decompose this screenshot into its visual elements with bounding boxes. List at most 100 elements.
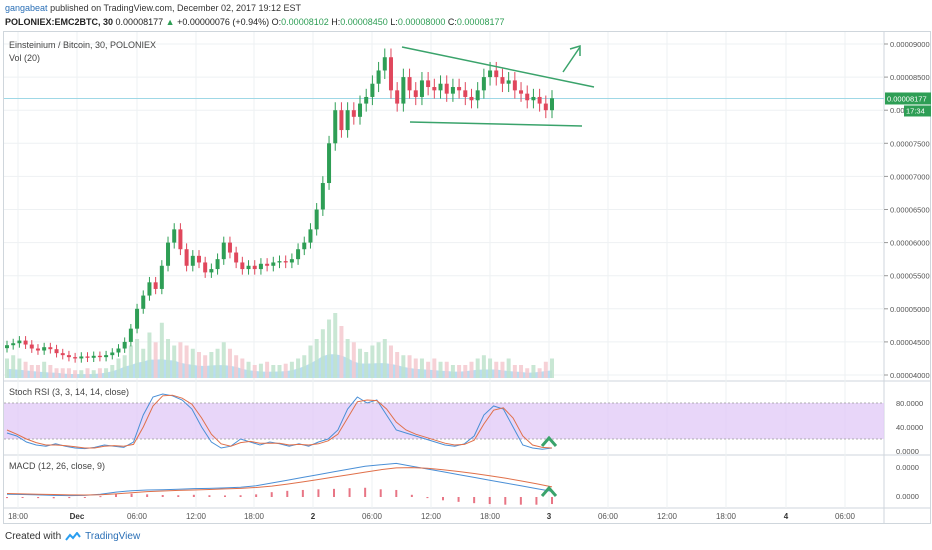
macd-histogram-bar xyxy=(224,495,226,497)
candle-body xyxy=(370,84,374,97)
volume-bar xyxy=(507,359,511,379)
volume-bar xyxy=(290,362,294,378)
volume-bar xyxy=(377,342,381,378)
volume-bar xyxy=(203,355,207,378)
candle-body xyxy=(395,90,399,103)
candle-body xyxy=(364,97,368,104)
countdown-label: 17:34 xyxy=(906,106,925,115)
volume-bar xyxy=(457,365,461,378)
volume-bar xyxy=(420,359,424,379)
volume-bar xyxy=(432,359,436,379)
macd-histogram-bar xyxy=(349,488,351,497)
volume-bar xyxy=(135,339,139,378)
volume-bar xyxy=(476,359,480,379)
candle-body xyxy=(30,345,34,349)
candle-body xyxy=(5,345,9,348)
volume-bar xyxy=(24,362,28,378)
volume-bar xyxy=(147,333,151,379)
volume-bar xyxy=(414,359,418,379)
candle-body xyxy=(538,97,542,104)
volume-bar xyxy=(439,362,443,378)
volume-bar xyxy=(296,359,300,379)
volume-bar xyxy=(79,370,83,378)
volume-bar xyxy=(178,342,182,378)
volume-bar xyxy=(259,364,263,378)
candle-body xyxy=(451,87,455,94)
volume-bar xyxy=(228,349,232,378)
macd-histogram-bar xyxy=(317,489,319,497)
candle-body xyxy=(154,282,158,289)
volume-bar xyxy=(86,368,90,378)
macd-histogram-bar xyxy=(6,497,8,498)
volume-bar xyxy=(389,346,393,379)
volume-bar xyxy=(166,339,170,378)
macd-histogram-bar xyxy=(37,497,39,498)
volume-bar xyxy=(92,370,96,378)
candle-body xyxy=(123,342,127,349)
candle-body xyxy=(185,249,189,266)
price-tick-label: 0.00008500 xyxy=(890,73,930,82)
time-tick-label: 06:00 xyxy=(598,512,619,521)
volume-bar xyxy=(352,342,356,378)
volume-bar xyxy=(104,368,108,378)
macd-histogram-bar xyxy=(442,497,444,500)
volume-bar xyxy=(451,365,455,378)
volume-bar xyxy=(278,365,282,378)
price-tick-label: 0.00005500 xyxy=(890,272,930,281)
volume-bar xyxy=(346,339,350,378)
candle-body xyxy=(197,256,201,263)
volume-bar xyxy=(284,364,288,378)
macd-histogram-bar xyxy=(411,495,413,497)
price-tick-label: 0.00004500 xyxy=(890,338,930,347)
macd-histogram-bar xyxy=(535,497,537,505)
candle-body xyxy=(432,87,436,90)
stoch-rsi-pane xyxy=(4,394,884,449)
candle-body xyxy=(265,264,269,266)
candle-body xyxy=(98,356,102,357)
lower-trendline xyxy=(410,122,582,126)
candle-body xyxy=(247,266,251,269)
breakout-arrow-shaft xyxy=(563,47,580,72)
candle-body xyxy=(507,80,511,83)
candle-body xyxy=(327,143,331,183)
candle-body xyxy=(488,70,492,77)
macd-histogram-bar xyxy=(177,495,179,497)
candle-body xyxy=(531,97,535,100)
price-tick-label: 0.00007500 xyxy=(890,139,930,148)
candle-body xyxy=(482,77,486,90)
footer-brand[interactable]: TradingView xyxy=(85,531,140,542)
time-tick-label: 18:00 xyxy=(8,512,29,521)
macd-tick-label: 0.0000 xyxy=(896,463,919,472)
candle-body xyxy=(414,90,418,97)
candle-body xyxy=(67,355,71,357)
footer-created: Created with xyxy=(5,531,61,542)
price-tick-label: 0.00006000 xyxy=(890,239,930,248)
candle-body xyxy=(296,249,300,259)
candle-body xyxy=(463,90,467,97)
macd-histogram-bar xyxy=(302,490,304,497)
candle-body xyxy=(228,243,232,253)
macd-histogram-bar xyxy=(395,490,397,497)
time-tick-label: Dec xyxy=(70,512,85,521)
volume-bar xyxy=(191,349,195,378)
volume-bar xyxy=(463,365,467,378)
volume-bar xyxy=(172,346,176,379)
macd-histogram-bar xyxy=(551,497,553,504)
volume-bar xyxy=(17,359,21,379)
volume-bar xyxy=(185,346,189,379)
volume-bar xyxy=(271,365,275,378)
candle-body xyxy=(544,104,548,111)
volume-bar xyxy=(519,365,523,378)
volume-bar xyxy=(333,313,337,378)
candle-body xyxy=(209,269,213,272)
volume-bar xyxy=(531,365,535,378)
macd-tick-label: 0.0000 xyxy=(896,492,919,501)
macd-histogram-bar xyxy=(286,491,288,497)
volume-bar xyxy=(445,362,449,378)
candle-body xyxy=(408,77,412,90)
candle-body xyxy=(61,353,65,355)
volume-bar xyxy=(73,370,77,378)
macd-histogram-bar xyxy=(271,492,273,497)
volume-bar xyxy=(482,355,486,378)
